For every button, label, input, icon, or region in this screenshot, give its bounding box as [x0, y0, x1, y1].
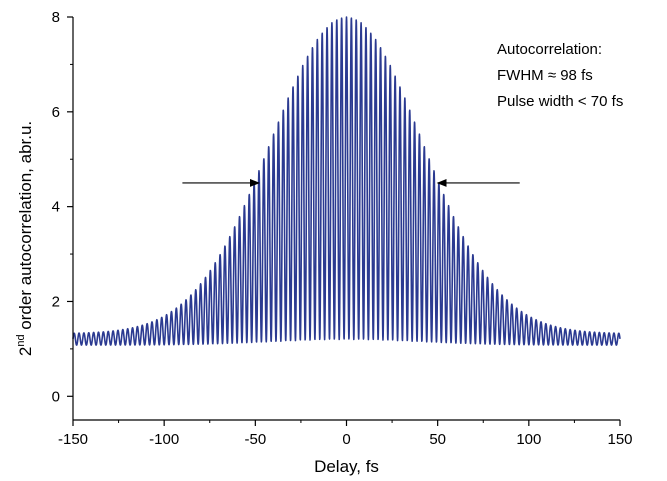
- y-tick-label: 2: [52, 293, 60, 310]
- x-tick-label: 0: [342, 431, 350, 448]
- y-tick-label: 6: [52, 104, 60, 121]
- y-axis-title-superscript: nd: [15, 334, 27, 346]
- x-tick-label: 50: [429, 431, 446, 448]
- x-tick-label: -150: [58, 431, 88, 448]
- y-axis-title-prefix: 2: [16, 347, 35, 356]
- annotation-line-2: FWHM ≈ 98 fs: [497, 67, 593, 84]
- autocorrelation-trace: [72, 16, 621, 346]
- series-layer: [72, 16, 621, 346]
- annotation-line-1: Autocorrelation:: [497, 41, 602, 58]
- annotation-text: Autocorrelation: FWHM ≈ 98 fs Pulse widt…: [497, 41, 623, 110]
- x-tick-label: -50: [244, 431, 266, 448]
- x-ticks: -150 -100 -50 0 50 100 150: [58, 420, 633, 448]
- x-tick-label: 100: [516, 431, 541, 448]
- y-axis-title: 2nd order autocorrelation, abr.u.: [15, 121, 35, 356]
- x-tick-label: 150: [607, 431, 632, 448]
- annotation-line-3: Pulse width < 70 fs: [497, 93, 623, 110]
- x-axis-title: Delay, fs: [314, 457, 379, 476]
- y-tick-label: 0: [52, 388, 60, 405]
- y-tick-label: 8: [52, 9, 60, 26]
- y-tick-label: 4: [52, 199, 60, 216]
- y-ticks: 0 2 4 6 8: [52, 9, 73, 405]
- x-tick-label: -100: [149, 431, 179, 448]
- y-axis-title-suffix: order autocorrelation, abr.u.: [16, 121, 35, 335]
